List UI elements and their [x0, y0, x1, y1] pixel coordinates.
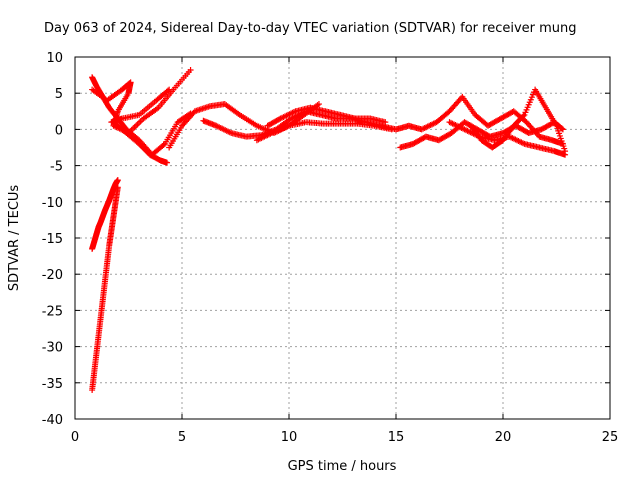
series-prn-l [446, 119, 569, 158]
series-prn-c [110, 119, 171, 166]
x-axis-label: GPS time / hours [288, 459, 397, 474]
x-tick-label: 10 [281, 430, 298, 445]
y-tick-label: -15 [42, 232, 63, 247]
y-tick-label: -35 [42, 377, 63, 392]
y-tick-label: -10 [42, 196, 63, 211]
data-point [135, 119, 142, 126]
series-prn-d [108, 86, 173, 126]
series-prn-g [264, 104, 389, 129]
data-point [187, 67, 194, 74]
data-point [132, 122, 139, 129]
data-point [134, 121, 141, 128]
y-axis-label: SDTVAR / TECUs [7, 185, 22, 292]
x-tick-label: 25 [602, 430, 619, 445]
axis-ticks: 0 5 10 15 20 25 -40 -35 -30 -25 -20 -15 -10 -5 0 5 10 [42, 51, 619, 445]
data-point [137, 118, 144, 125]
y-tick-label: 10 [46, 51, 63, 66]
data-point [160, 141, 167, 148]
data-point [382, 119, 389, 126]
x-tick-label: 15 [388, 430, 405, 445]
series-prn-n [89, 184, 121, 394]
data-point [114, 177, 121, 184]
data-point [129, 125, 136, 132]
y-tick-label: -30 [42, 341, 63, 356]
x-tick-label: 20 [495, 430, 512, 445]
y-tick-label: 5 [55, 87, 63, 102]
data-point [164, 159, 171, 166]
x-tick-label: 5 [178, 430, 186, 445]
data-point [166, 86, 173, 93]
data-point [520, 113, 527, 120]
data-point [114, 184, 121, 191]
series-prn-m [89, 177, 121, 252]
y-tick-label: -20 [42, 268, 63, 283]
series-prn-i [393, 93, 566, 147]
y-tick-label: -25 [42, 304, 63, 319]
data-series [89, 67, 569, 394]
chart-title: Day 063 of 2024, Sidereal Day-to-day VTE… [44, 21, 577, 36]
data-point [164, 87, 171, 94]
data-point [559, 126, 566, 133]
x-tick-label: 0 [71, 430, 79, 445]
series-prn-j [397, 119, 566, 151]
data-point [315, 101, 322, 108]
y-tick-label: -40 [42, 413, 63, 428]
series-prn-h [253, 119, 395, 144]
y-tick-label: -5 [50, 160, 63, 175]
data-point [562, 151, 569, 158]
y-tick-label: 0 [55, 123, 63, 138]
